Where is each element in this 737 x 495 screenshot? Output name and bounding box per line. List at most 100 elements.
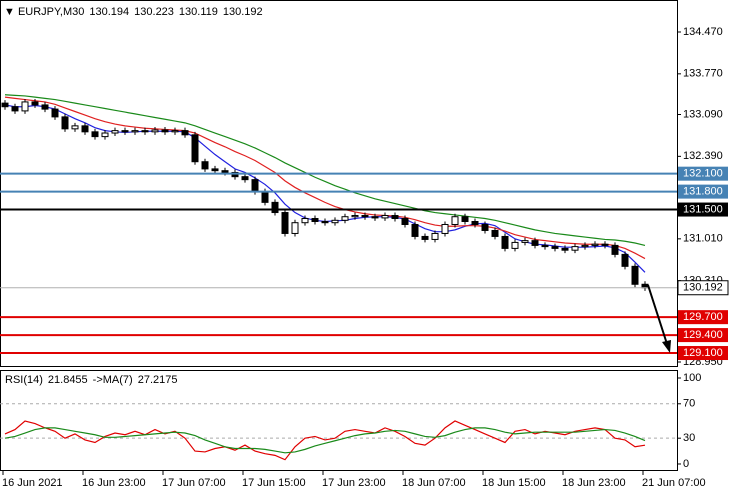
level-box [678, 166, 728, 181]
candle-body [81, 125, 89, 133]
header-arrow: ▼ [4, 6, 18, 18]
rsi-ma-label: ->MA(7) [93, 374, 133, 386]
candle-body [391, 215, 399, 220]
candle-body [321, 221, 329, 224]
level-box [678, 184, 728, 199]
y-tick-label: 100 [683, 372, 701, 384]
indicator-line [4, 420, 646, 461]
candle-body [71, 125, 79, 130]
candle-body [531, 240, 539, 246]
candle-body [411, 223, 419, 237]
candle-body [461, 216, 469, 223]
x-tick-label: 17 Jun 15:00 [242, 477, 306, 489]
candle-body [241, 176, 249, 181]
candle-body [571, 246, 579, 251]
candle-body [271, 201, 279, 214]
candle-body [401, 218, 409, 225]
level-label: 129.100 [683, 347, 723, 359]
indicator-line [4, 94, 646, 246]
candle-body [511, 241, 519, 249]
candle-body [491, 229, 499, 237]
candle-body [601, 243, 609, 246]
candle-body [431, 232, 439, 240]
current-price-label: 130.192 [683, 282, 723, 294]
candle-body [41, 104, 49, 110]
y-tick-label: 70 [683, 398, 695, 410]
header-close: 130.192 [223, 6, 263, 18]
candle-body [581, 244, 589, 248]
level-label: 132.100 [683, 168, 723, 180]
candle-body [141, 130, 149, 133]
header-low: 130.119 [179, 6, 218, 18]
candle-body [471, 221, 479, 225]
candle-body [111, 130, 119, 134]
candle-body [91, 131, 99, 138]
candle-body [61, 116, 69, 130]
y-tick-label: 0 [683, 458, 689, 470]
candle-body [261, 191, 269, 203]
rsi-ma-value: 27.2175 [138, 374, 178, 386]
candle-body [441, 223, 449, 234]
level-label: 129.700 [683, 311, 723, 323]
candle-body [161, 129, 169, 133]
candle-body [641, 283, 649, 289]
y-tick-label: 133.090 [683, 108, 723, 120]
candle-body [611, 244, 619, 255]
arrow-head [662, 340, 671, 353]
candle-body [251, 179, 259, 193]
candle-body [131, 130, 139, 133]
header-text: ▼ EURJPY,M30 130.194 130.223 130.119 130.192 [4, 6, 263, 18]
candle-body [101, 132, 109, 138]
candle-body [181, 130, 189, 136]
candle-body [381, 215, 389, 219]
candle-body [171, 130, 179, 133]
x-tick-label: 18 Jun 15:00 [482, 477, 546, 489]
candle-body [311, 218, 319, 223]
rsi-header: RSI(14) 21.8455 ->MA(7) 27.2175 [5, 374, 177, 386]
candle-body [221, 170, 229, 173]
candle-body [11, 106, 19, 112]
x-tick-label: 17 Jun 07:00 [162, 477, 226, 489]
level-label: 131.800 [683, 186, 723, 198]
rsi-indicator: RSI(14) [5, 374, 43, 386]
x-tick-label: 18 Jun 23:00 [562, 477, 626, 489]
candle-body [301, 218, 309, 224]
header-symbol: EURJPY,M30 [18, 6, 84, 18]
candle-body [451, 216, 459, 225]
candle-body [31, 101, 39, 106]
candle-body [151, 129, 159, 133]
candle-body [521, 240, 529, 243]
candle-body [341, 216, 349, 221]
candle-body [621, 253, 629, 267]
candle-body [631, 265, 639, 285]
header-open: 130.194 [89, 6, 129, 18]
level-box [678, 310, 728, 325]
level-box [678, 328, 728, 343]
x-tick-label: 16 Jun 23:00 [82, 477, 146, 489]
candle-body [211, 168, 219, 172]
candle-body [591, 243, 599, 246]
y-tick-label: 131.010 [683, 233, 723, 245]
price-panel [0, 0, 678, 367]
current-price-box [677, 280, 729, 296]
candle-body [421, 235, 429, 240]
level-label: 131.500 [683, 203, 723, 215]
header-high: 130.223 [134, 6, 174, 18]
candle-body [481, 223, 489, 231]
rsi-panel [0, 370, 678, 471]
candle-body [1, 102, 9, 108]
y-tick-label: 133.770 [683, 68, 723, 80]
candle-body [541, 244, 549, 248]
candle-body [331, 219, 339, 224]
candle-body [291, 222, 299, 234]
candle-body [361, 215, 369, 218]
arrow-line [647, 284, 668, 345]
x-tick-label: 16 Jun 2021 [2, 477, 63, 489]
indicator-line [4, 96, 646, 260]
y-tick-label: 132.390 [683, 150, 723, 162]
candle-body [51, 108, 59, 118]
y-tick-label: 134.470 [683, 26, 723, 38]
candle-body [121, 130, 129, 133]
